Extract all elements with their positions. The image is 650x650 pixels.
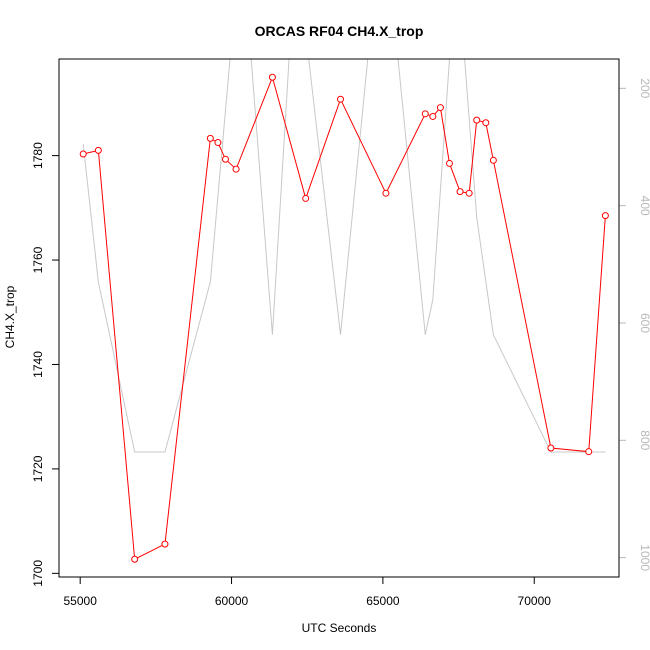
chart-title: ORCAS RF04 CH4.X_trop — [255, 23, 424, 39]
data-point — [268, 73, 276, 81]
data-point — [214, 139, 222, 147]
grey-series-line-group — [82, 58, 606, 453]
x-tick-label: 70000 — [518, 594, 552, 608]
data-point — [221, 155, 229, 163]
y2-tick-label: 200 — [638, 78, 650, 98]
y-tick-label: 1760 — [31, 246, 45, 273]
data-point — [382, 189, 390, 197]
x-axis: 55000 60000 65000 70000 — [64, 576, 552, 608]
data-point — [465, 189, 473, 197]
y-axis-left: 1700 1720 1740 1760 1780 — [31, 142, 60, 587]
x-tick-label: 55000 — [64, 594, 98, 608]
y-tick-label: 1720 — [31, 455, 45, 482]
data-point — [421, 110, 429, 118]
grey-series-line — [82, 58, 606, 453]
red-series-line — [83, 75, 606, 561]
data-point — [337, 95, 345, 103]
y2-tick-label: 1000 — [638, 544, 650, 571]
y-tick-label: 1780 — [31, 142, 45, 169]
y-tick-label: 1700 — [31, 560, 45, 587]
data-point — [456, 188, 464, 196]
data-point — [547, 444, 555, 452]
y-axis-right: 200 400 600 800 1000 — [618, 78, 650, 571]
data-point — [161, 540, 169, 548]
data-point — [232, 165, 240, 173]
data-point — [601, 212, 609, 220]
x-tick-label: 65000 — [366, 594, 400, 608]
data-point — [429, 112, 437, 120]
data-point — [206, 134, 214, 142]
data-point — [585, 448, 593, 456]
data-point — [436, 104, 444, 112]
data-point — [79, 150, 87, 158]
x-tick-label: 60000 — [215, 594, 249, 608]
data-point — [131, 555, 139, 563]
data-point — [302, 194, 310, 202]
y2-tick-label: 800 — [638, 430, 650, 450]
red-series-group — [79, 73, 609, 563]
y2-tick-label: 400 — [638, 196, 650, 216]
y-tick-label: 1740 — [31, 351, 45, 378]
y2-tick-label: 600 — [638, 313, 650, 333]
data-point — [94, 146, 102, 154]
data-point — [489, 156, 497, 164]
data-point — [482, 119, 490, 127]
data-point — [445, 159, 453, 167]
data-point — [473, 116, 481, 124]
y-axis-label: CH4.X_trop — [3, 285, 17, 348]
plot-frame — [58, 58, 620, 578]
x-axis-label: UTC Seconds — [302, 621, 377, 635]
